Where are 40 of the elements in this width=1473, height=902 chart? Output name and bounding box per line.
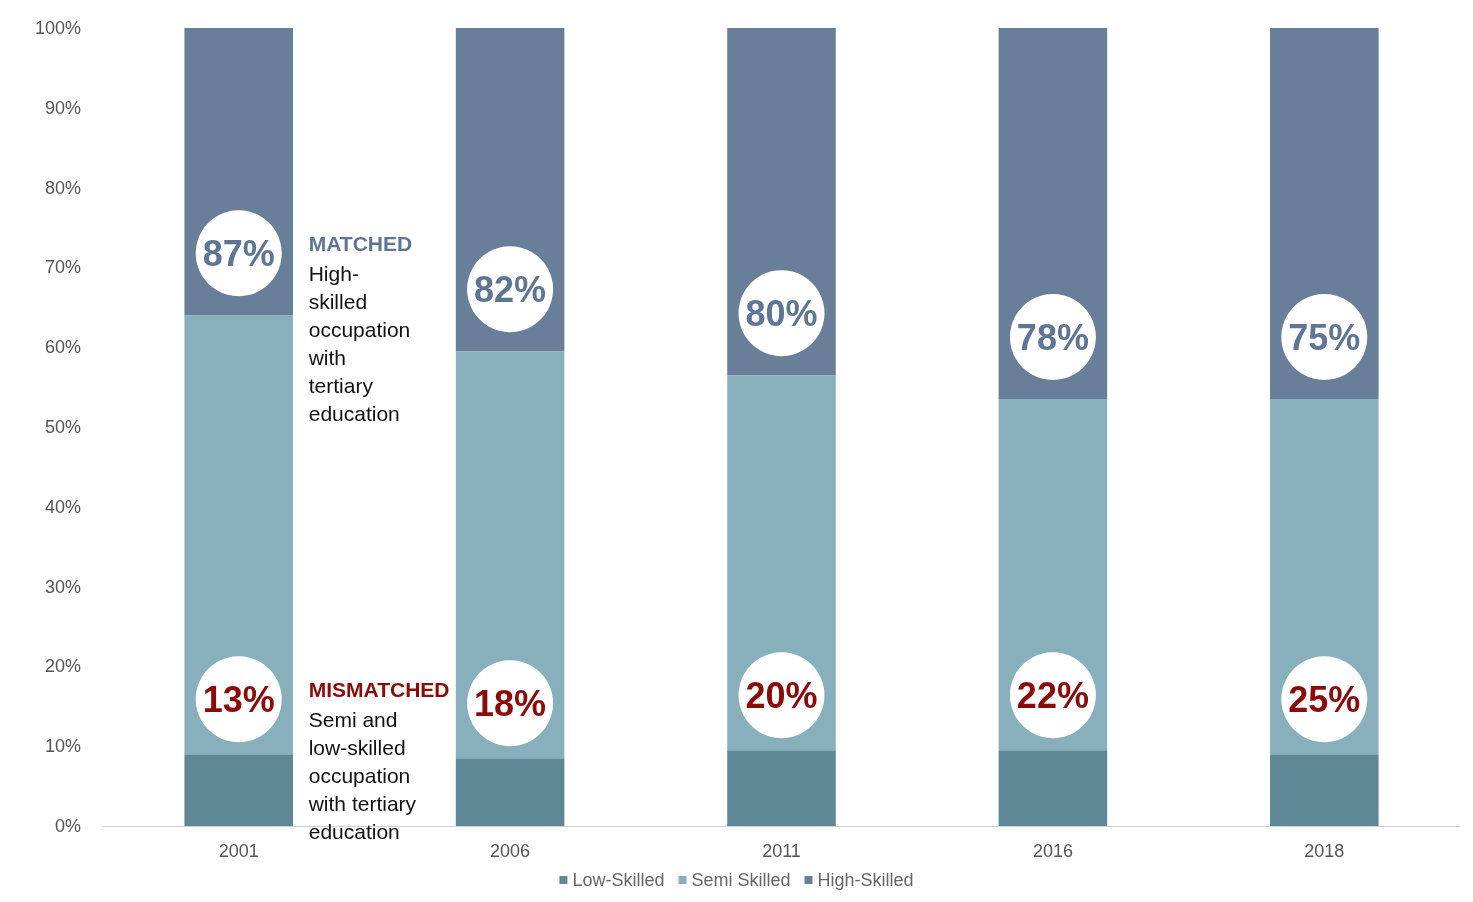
annotation: 25% (1288, 678, 1361, 720)
annotation: 80% (745, 292, 818, 334)
y-tick-label: 20% (44, 656, 81, 677)
y-tick-label: 80% (44, 177, 81, 198)
y-tick-label: 30% (44, 576, 81, 597)
x-tick-label: 2006 (490, 841, 531, 861)
y-tick-label: 0% (54, 816, 81, 836)
bar (184, 315, 293, 755)
annotation: MATCHED High- skilled occupation with tertiary education (307, 231, 413, 425)
bar (455, 351, 565, 759)
y-tick-label: 70% (44, 257, 81, 278)
annotation: MISMATCHED Semi and low-skilled occupation with tertiary education (307, 677, 450, 843)
annotation: 87% (202, 232, 275, 274)
bar (184, 754, 293, 826)
y-tick-label: 100% (34, 18, 81, 38)
y-tick-label: 10% (44, 736, 81, 757)
annotation: 78% (1016, 316, 1089, 358)
bar (727, 375, 836, 751)
legend-label: Low-Skilled (572, 870, 665, 890)
bar (998, 750, 1108, 826)
x-tick-label: 2018 (1304, 841, 1345, 861)
legend-label: Semi Skilled (691, 870, 791, 890)
y-tick-label: 40% (44, 496, 81, 517)
x-tick-label: 2011 (762, 841, 801, 861)
x-tick-label: 2001 (218, 841, 259, 861)
x-tick-label: 2016 (1032, 841, 1073, 861)
y-tick-label: 90% (44, 97, 81, 118)
bar (1270, 754, 1379, 826)
annotation: 82% (474, 268, 547, 310)
annotation: 13% (202, 678, 275, 720)
y-tick-label: 60% (44, 337, 81, 358)
bar (727, 750, 836, 826)
legend-label: High-Skilled (817, 870, 914, 890)
y-tick-label: 50% (44, 417, 81, 437)
annotation: 22% (1016, 674, 1089, 716)
bar (1270, 28, 1379, 400)
annotation: 75% (1288, 316, 1361, 358)
annotation: 18% (474, 682, 547, 724)
bar (455, 758, 565, 826)
annotation: 20% (745, 674, 818, 716)
